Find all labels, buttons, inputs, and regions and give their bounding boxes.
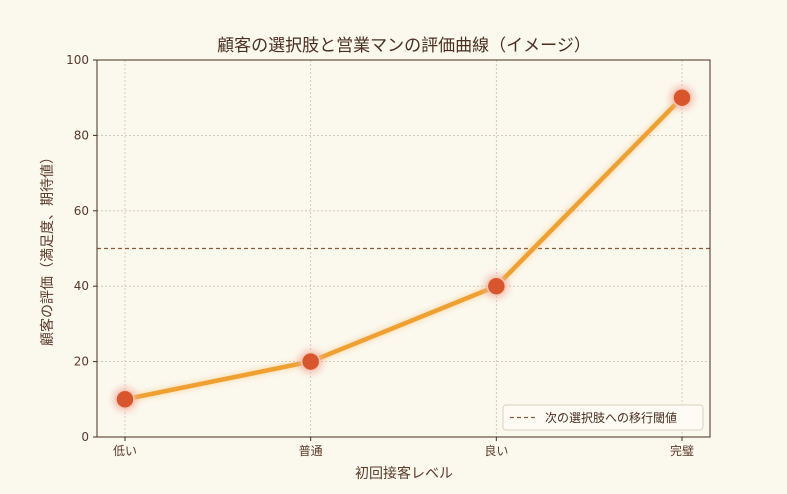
y-tick-label: 100 [66, 53, 89, 67]
legend: 次の選択肢への移行閾値 [502, 404, 704, 431]
x-tick-label: 完璧 [670, 443, 694, 458]
series-line-glow [122, 94, 685, 403]
chart-title: 顧客の選択肢と営業マンの評価曲線（イメージ） [217, 36, 591, 56]
series-line [122, 95, 685, 402]
series-group [112, 84, 695, 413]
plot-frame [96, 59, 711, 438]
data-point [672, 87, 692, 108]
x-axis-label: 初回接客レベル [355, 465, 453, 482]
legend-box [502, 404, 704, 431]
y-axis-ticks: 0 20 40 60 80 100 [66, 53, 97, 444]
y-tick-label: 0 [81, 430, 89, 444]
data-point [486, 276, 507, 296]
x-axis-ticks: 低い 普通 良い 完璧 [113, 437, 694, 458]
y-tick-label: 60 [74, 204, 89, 218]
data-point [115, 389, 135, 410]
y-tick-label: 40 [74, 279, 89, 293]
x-tick-label: 普通 [299, 444, 323, 458]
y-tick-label: 80 [74, 128, 89, 142]
x-tick-label: 低い [113, 444, 137, 458]
legend-threshold-label: 次の選択肢への移行閾値 [545, 410, 677, 425]
y-axis-label: 顧客の評価（満足度、期待値） [39, 150, 56, 346]
x-tick-label: 良い [484, 443, 508, 458]
data-point [300, 351, 321, 372]
y-tick-label: 20 [74, 355, 89, 369]
